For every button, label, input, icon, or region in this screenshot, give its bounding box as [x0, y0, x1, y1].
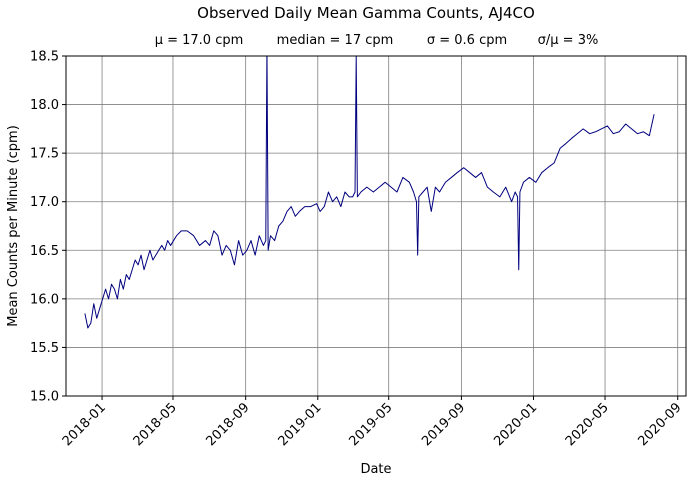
y-tick-label: 17.0	[30, 195, 59, 210]
y-axis-label: Mean Counts per Minute (cpm)	[6, 125, 21, 327]
x-tick-label: 2019-01	[276, 400, 325, 449]
y-tick-label: 17.5	[30, 147, 59, 162]
x-tick-label: 2019-09	[419, 400, 468, 449]
y-tick-label: 16.5	[30, 244, 59, 259]
x-tick-label: 2020-01	[491, 400, 540, 449]
subtitle-mean: μ = 17.0 cpm	[155, 33, 244, 48]
subtitle-ratio: σ/μ = 3%	[538, 33, 599, 48]
y-axis-ticks: 15.0 15.5 16.0 16.5 17.0 17.5 18.0 18.5	[30, 50, 66, 405]
chart-title: Observed Daily Mean Gamma Counts, AJ4CO	[197, 4, 535, 22]
subtitle-median: median = 17 cpm	[277, 33, 394, 48]
x-tick-label: 2020-09	[636, 400, 685, 449]
subtitle-sigma: σ = 0.6 cpm	[427, 33, 507, 48]
plot-frame	[65, 55, 687, 397]
y-tick-label: 15.0	[30, 390, 59, 405]
x-axis-ticks: 2018-01 2018-05 2018-09 2019-01 2019-05 2019-…	[60, 396, 685, 449]
series-line-0	[84, 56, 655, 329]
x-tick-label: 2018-05	[131, 400, 180, 449]
y-tick-label: 18.0	[30, 98, 59, 113]
x-tick-label: 2018-01	[60, 400, 109, 449]
series-group	[84, 56, 655, 329]
x-tick-label: 2018-09	[203, 400, 252, 449]
x-tick-label: 2020-05	[563, 400, 612, 449]
x-tick-label: 2019-05	[347, 400, 396, 449]
y-tick-label: 18.5	[30, 50, 59, 65]
y-tick-label: 16.0	[30, 292, 59, 307]
x-axis-label: Date	[360, 462, 391, 477]
grid-lines	[66, 55, 686, 397]
y-tick-label: 15.5	[30, 341, 59, 356]
